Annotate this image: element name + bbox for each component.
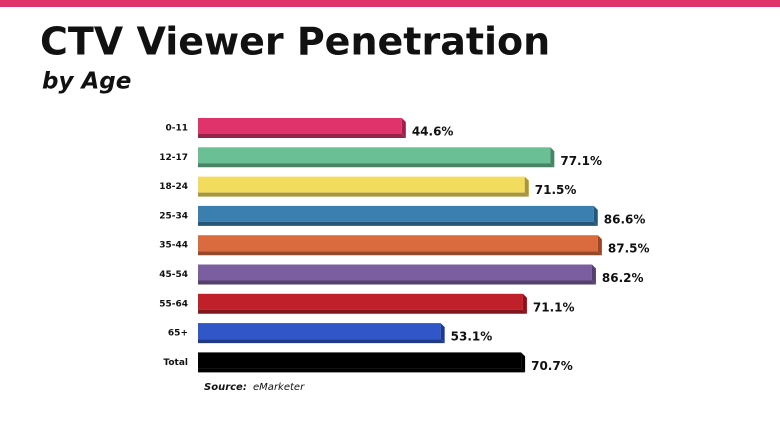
- value-label: 70.7%: [531, 359, 573, 373]
- value-label: 71.1%: [533, 300, 575, 314]
- value-label: 86.2%: [602, 271, 644, 285]
- category-label: 55-64: [159, 299, 188, 309]
- bar-bottom: [198, 309, 527, 314]
- value-label: 86.6%: [604, 212, 646, 226]
- bar-side: [591, 264, 596, 285]
- bar: [198, 176, 525, 193]
- category-label: 25-34: [159, 211, 188, 221]
- top-stripe: [0, 0, 780, 7]
- category-label: 35-44: [159, 241, 188, 251]
- bar: [198, 352, 522, 369]
- bar: [198, 235, 598, 252]
- bar: [198, 118, 402, 134]
- bar-bottom: [198, 339, 445, 344]
- bar: [198, 147, 551, 164]
- value-label: 77.1%: [560, 154, 602, 168]
- source-label: Source:: [204, 382, 247, 393]
- category-label: 12-17: [159, 153, 188, 163]
- category-label: 45-54: [159, 270, 188, 280]
- category-label: 0-11: [165, 124, 188, 134]
- value-label: 71.5%: [535, 183, 577, 197]
- bar: [198, 293, 523, 310]
- bar-side: [597, 235, 602, 256]
- chart-subtitle: by Age: [42, 69, 131, 95]
- category-label: Total: [163, 358, 188, 368]
- bar-bottom: [198, 221, 598, 226]
- chart-title: CTV Viewer Penetration: [40, 20, 550, 64]
- value-label: 44.6%: [412, 125, 454, 139]
- bar-bottom: [198, 251, 602, 256]
- bar-side: [593, 205, 598, 226]
- bar-bottom: [198, 163, 555, 168]
- bar-side: [524, 176, 529, 197]
- source-name: eMarketer: [253, 382, 305, 393]
- bar-side: [522, 293, 527, 314]
- source: Source: eMarketer: [204, 382, 305, 393]
- category-label: 18-24: [159, 182, 188, 192]
- bar-side: [401, 118, 406, 138]
- bar-bottom: [198, 368, 526, 373]
- bar-side: [440, 323, 445, 344]
- bar: [198, 205, 594, 222]
- bar-bottom: [198, 280, 596, 285]
- bar-side: [521, 352, 526, 373]
- bar: [198, 264, 592, 281]
- value-label: 53.1%: [451, 330, 493, 344]
- category-label: 65+: [168, 329, 188, 339]
- bar: [198, 323, 441, 340]
- bar-side: [550, 147, 555, 168]
- value-label: 87.5%: [608, 242, 650, 256]
- bar-bottom: [198, 134, 406, 138]
- bar-bottom: [198, 192, 529, 197]
